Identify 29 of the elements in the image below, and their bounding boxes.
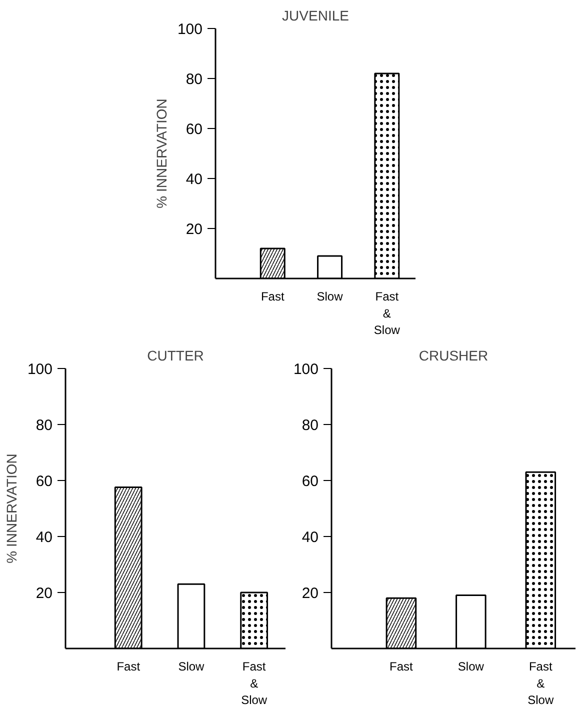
chart-title: CUTTER — [147, 348, 204, 364]
y-tick-label: 100 — [177, 21, 203, 38]
y-tick-label: 20 — [36, 585, 53, 602]
y-tick-label: 100 — [293, 361, 319, 378]
y-tick-label: 60 — [186, 121, 203, 138]
y-tick-label: 20 — [302, 585, 319, 602]
y-tick-label: 100 — [27, 361, 53, 378]
x-tick-label: Slow — [458, 660, 484, 674]
x-tick-label: Fast — [390, 660, 414, 674]
x-tick-label: Fast — [116, 660, 141, 674]
y-tick-label: 60 — [36, 473, 53, 490]
x-tick-label: Fast — [260, 290, 285, 304]
y-tick-label: 80 — [302, 417, 319, 434]
chart-title: JUVENILE — [282, 8, 349, 24]
x-tick-label: Fast & Slow — [241, 660, 268, 708]
y-axis-title: % INNERVATION — [153, 98, 170, 208]
y-tick-label: 20 — [186, 221, 203, 238]
y-tick-label: 80 — [186, 71, 203, 88]
y-tick-label: 40 — [186, 171, 203, 188]
x-tick-label: Slow — [316, 290, 344, 304]
chart-title: CRUSHER — [418, 348, 488, 364]
y-tick-label: 40 — [302, 529, 319, 546]
y-tick-label: 80 — [36, 417, 53, 434]
x-tick-label: Slow — [178, 660, 205, 674]
y-tick-label: 40 — [36, 529, 53, 546]
x-tick-label: Fast & Slow — [374, 290, 400, 338]
y-tick-label: 60 — [302, 473, 319, 490]
y-axis-title: % INNERVATION — [3, 454, 20, 564]
x-tick-label: Fast & Slow — [528, 660, 554, 708]
